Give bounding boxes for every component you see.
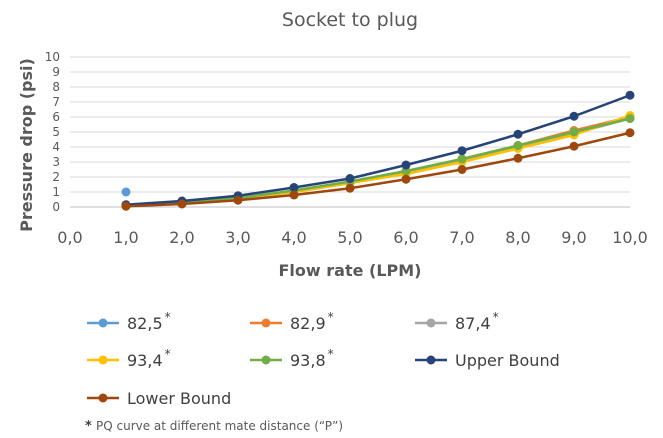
data-point [457, 165, 467, 174]
legend-label: Lower Bound [127, 389, 231, 408]
y-tick-label: 2 [52, 170, 60, 184]
legend-item: 87,4 * [415, 310, 499, 333]
series-6 [121, 128, 635, 211]
y-tick-label: 9 [52, 65, 60, 79]
y-tick-label: 8 [52, 80, 60, 94]
data-point [625, 128, 635, 138]
legend-item: Upper Bound [415, 351, 560, 370]
legend-label: 82,5 [127, 314, 163, 333]
y-tick-label: 5 [52, 125, 60, 139]
data-point [177, 199, 187, 209]
data-point [569, 127, 579, 137]
x-tick-label: 6,0 [393, 228, 418, 247]
footnote-text: PQ curve at different mate distance (“P”… [96, 419, 343, 433]
series-3 [121, 111, 635, 210]
legend-swatch-marker [261, 318, 271, 328]
data-point [345, 174, 355, 183]
legend-label: 87,4 [455, 314, 491, 333]
x-tick-label: 9,0 [561, 228, 586, 247]
y-tick-label: 7 [52, 95, 60, 109]
data-point [513, 141, 523, 150]
series-line [125, 131, 631, 208]
legend-star: * [165, 310, 171, 324]
data-point [345, 183, 355, 193]
x-tick-label: 3,0 [225, 228, 250, 247]
x-tick-label: 2,0 [169, 228, 194, 247]
legend-star: * [328, 347, 334, 361]
x-axis-label: Flow rate (LPM) [279, 261, 422, 280]
series-layer [121, 90, 635, 211]
series-1 [121, 112, 635, 210]
legend-label: Upper Bound [455, 351, 560, 370]
series-line [125, 117, 631, 207]
gridlines [70, 56, 630, 208]
footnote: * PQ curve at different mate distance (“… [85, 419, 343, 434]
legend-swatch-marker [98, 355, 108, 365]
y-tick-label: 10 [45, 50, 60, 64]
y-axis-label: Pressure drop (psi) [17, 58, 36, 232]
legend-star: * [493, 310, 499, 324]
x-tick-label: 8,0 [505, 228, 530, 247]
data-point [569, 141, 579, 151]
legend-star: * [328, 310, 334, 324]
legend-swatch-marker [98, 318, 108, 328]
x-tick-label: 7,0 [449, 228, 474, 247]
legend-swatch-marker [98, 393, 108, 403]
footnote-star: * [85, 419, 92, 434]
data-point [513, 129, 523, 139]
data-point [401, 174, 411, 184]
x-tick-label: 4,0 [281, 228, 306, 247]
x-tick-label: 10,0 [612, 228, 648, 247]
data-point [457, 146, 467, 156]
y-tick-label: 4 [52, 140, 60, 154]
y-tick-label: 1 [52, 185, 60, 199]
x-tick-label: 1,0 [113, 228, 138, 247]
legend-item: 93,4 * [87, 347, 171, 370]
data-point [625, 114, 635, 123]
data-point [457, 154, 467, 164]
series-0 [121, 187, 131, 197]
legend-item: 93,8 * [250, 347, 334, 370]
series-line [125, 94, 631, 206]
data-point [289, 190, 299, 200]
legend-item: 82,5 * [87, 310, 171, 333]
data-point [121, 201, 131, 211]
legend-swatch-marker [426, 318, 436, 328]
x-tick-label: 0,0 [57, 228, 82, 247]
y-tick-label: 0 [52, 200, 60, 214]
data-point [233, 195, 243, 205]
legend-label: 93,8 [290, 351, 326, 370]
legend-label: 82,9 [290, 314, 326, 333]
legend-item: 82,9 * [250, 310, 334, 333]
data-point [121, 187, 131, 197]
legend-item: Lower Bound [87, 389, 231, 408]
chart-title: Socket to plug [282, 9, 418, 31]
data-point [513, 153, 523, 163]
data-point [401, 160, 411, 170]
legend-star: * [165, 347, 171, 361]
data-point [289, 183, 299, 192]
y-tick-label: 3 [52, 155, 60, 169]
x-tick-label: 5,0 [337, 228, 362, 247]
legend-swatch-marker [261, 355, 271, 365]
y-tick-label: 6 [52, 110, 60, 124]
legend-label: 93,4 [127, 351, 163, 370]
x-axis-ticks: 0,0 1,0 2,0 3,0 4,0 5,0 6,0 7,0 8,0 9,0 10,0 [57, 228, 648, 247]
legend-swatch-marker [426, 355, 436, 365]
legend: 82,5 * 82,9 * 87,4 *93,4 * 93,8 * Upper BoundLowe… [87, 310, 560, 408]
data-point [625, 90, 635, 100]
data-point [569, 111, 579, 121]
